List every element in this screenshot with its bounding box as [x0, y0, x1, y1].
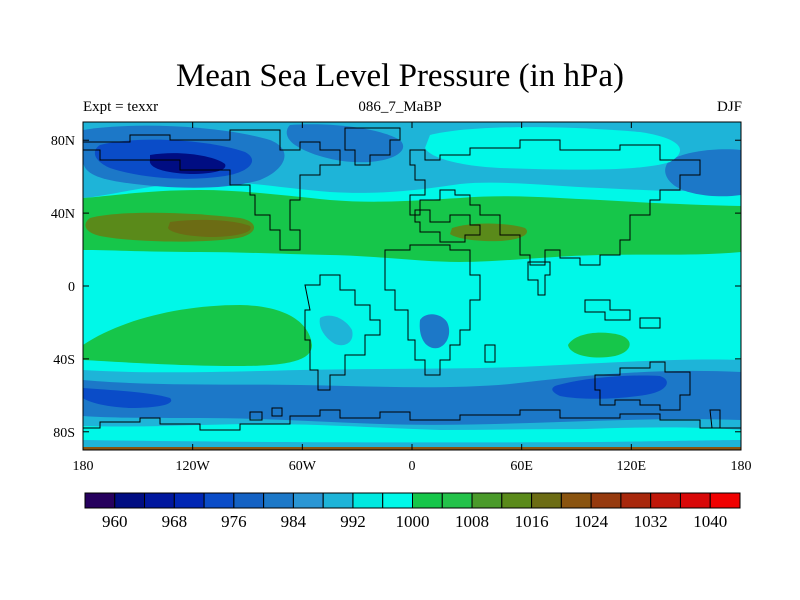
- colorbar-box: [382, 492, 413, 509]
- axis-ticks: 180 120W 60W 0 60E 120E 180 80N 40N 0 40S 80S: [51, 122, 752, 474]
- southern-ocean-low-east: [552, 375, 667, 399]
- colorbar-box: [292, 492, 324, 509]
- south-indian-high: [568, 332, 630, 358]
- colorbar-label: 1024: [574, 512, 609, 531]
- contour-fills: [83, 122, 741, 450]
- experiment-label: Expt = texxr: [83, 99, 159, 115]
- east-pacific-low: [665, 149, 741, 197]
- madagascar-outline: [484, 344, 496, 363]
- north-america-outline: [83, 129, 341, 251]
- colorbar-box: [441, 492, 473, 509]
- africa-outline: [384, 244, 481, 376]
- colorbar-label: 1032: [634, 512, 668, 531]
- y-tick-label: 80S: [53, 426, 75, 441]
- colorbar-box: [322, 492, 354, 509]
- colorbar-label: 976: [221, 512, 247, 531]
- south-america-low: [319, 315, 353, 346]
- colorbar-label: 1040: [693, 512, 727, 531]
- north-pacific-low-core: [149, 153, 226, 174]
- x-tick-label: 60W: [289, 459, 317, 474]
- colorbar-box: [679, 492, 711, 509]
- antarctica-outline: [83, 409, 741, 431]
- colorbar-box: [84, 492, 116, 509]
- europe-outline: [414, 209, 481, 243]
- colorbar-box: [144, 492, 175, 509]
- colorbar-box: [620, 492, 652, 509]
- north-atlantic-high-core: [450, 223, 528, 242]
- colorbar-box: [412, 492, 443, 509]
- colorbar-label: 968: [162, 512, 188, 531]
- colorbar-label: 992: [340, 512, 366, 531]
- colorbar-label: 1008: [455, 512, 489, 531]
- colorbar-box: [501, 492, 533, 509]
- colorbar-box: [114, 492, 146, 509]
- time-period-label: 086_7_MaBP: [358, 99, 442, 115]
- y-tick-label: 40S: [53, 353, 75, 368]
- y-tick-label: 40N: [51, 207, 75, 222]
- map-title: Mean Sea Level Pressure (in hPa): [175, 58, 625, 94]
- colorbar-boxes: [84, 492, 741, 509]
- colorbar-label: 984: [281, 512, 307, 531]
- land-outlines: [83, 127, 741, 431]
- colorbar-box: [352, 492, 384, 509]
- colorbar-label: 1016: [515, 512, 549, 531]
- north-high-belt: [83, 190, 741, 262]
- colorbar-box: [263, 492, 294, 509]
- colorbar-label: 1000: [396, 512, 430, 531]
- arctic-high: [425, 127, 680, 170]
- colorbar-box: [650, 492, 681, 509]
- eurasia-outline: [409, 139, 701, 266]
- x-tick-label: 0: [409, 459, 416, 474]
- south-pacific-high: [83, 305, 312, 366]
- south-america-outline: [304, 274, 381, 391]
- australia-outline: [594, 361, 691, 411]
- southern-ocean-low-west: [83, 388, 172, 408]
- maritime-asia-outline: [584, 299, 661, 329]
- colorbar-box: [233, 492, 265, 509]
- colorbar-box: [560, 492, 592, 509]
- colorbar-box: [203, 492, 235, 509]
- colorbar-labels: 960 968 976 984 992 1000 1008 1016 1024 1032 1040: [102, 512, 727, 531]
- south-america-south-islands: [249, 407, 283, 421]
- north-pacific-high-inner: [168, 219, 251, 237]
- y-tick-label: 0: [68, 280, 75, 295]
- india-outline: [527, 261, 551, 296]
- colorbar-box: [590, 492, 622, 509]
- x-tick-label: 120E: [617, 459, 647, 474]
- africa-low: [419, 314, 450, 349]
- x-tick-label: 180: [731, 459, 752, 474]
- colorbar-box: [173, 492, 205, 509]
- colorbar-box: [531, 492, 562, 509]
- y-tick-label: 80N: [51, 134, 75, 149]
- x-tick-label: 120W: [176, 459, 211, 474]
- colorbar-label: 960: [102, 512, 128, 531]
- season-label: DJF: [716, 99, 742, 115]
- x-tick-label: 180: [73, 459, 94, 474]
- colorbar-box: [709, 492, 741, 509]
- x-tick-label: 60E: [510, 459, 533, 474]
- greenland-outline: [344, 127, 401, 166]
- colorbar-box: [471, 492, 503, 509]
